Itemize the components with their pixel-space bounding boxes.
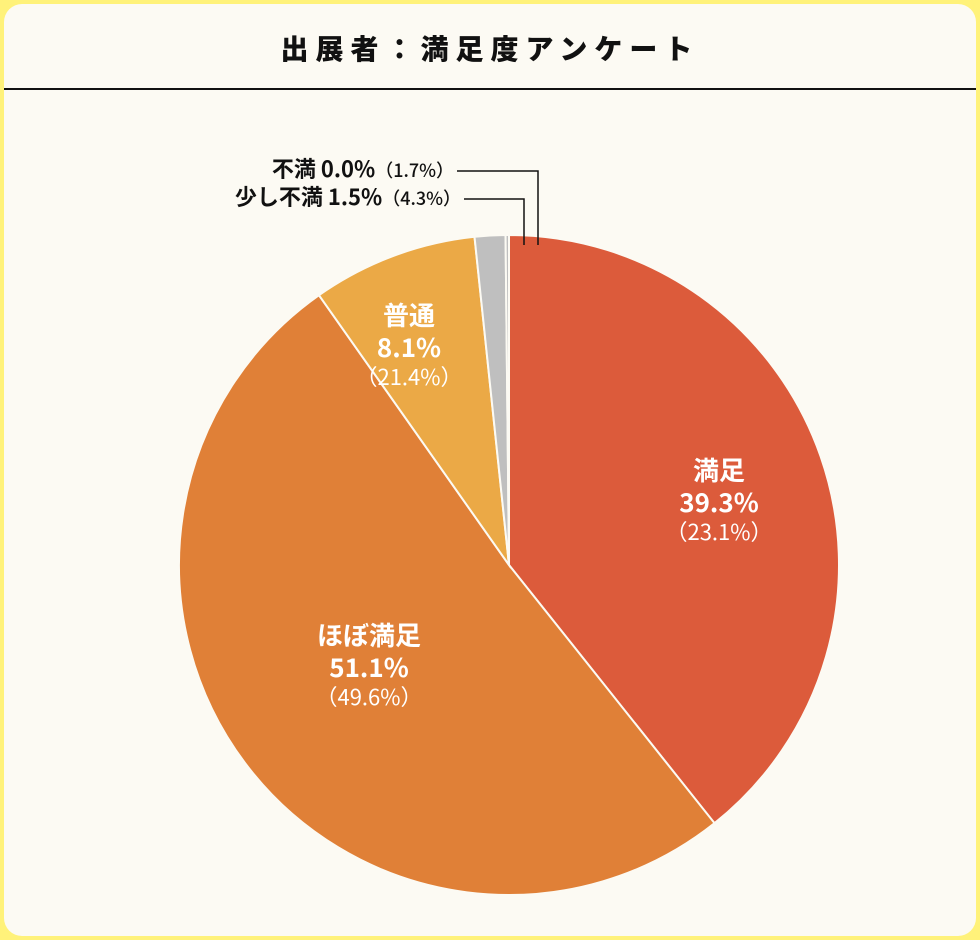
- callout-line-unsat: [457, 171, 538, 245]
- svg-text:（49.6%）: （49.6%）: [315, 680, 422, 712]
- card: 出展者：満足度アンケート 満足39.3%（23.1%）ほぼ満足51.1%（49.…: [4, 4, 976, 936]
- svg-text:（21.4%）: （21.4%）: [355, 360, 462, 392]
- pie-svg: 満足39.3%（23.1%）ほぼ満足51.1%（49.6%）普通8.1%（21.…: [4, 90, 976, 936]
- svg-text:（23.1%）: （23.1%）: [665, 515, 772, 547]
- chart-title: 出展者：満足度アンケート: [4, 4, 976, 88]
- pie-chart: 満足39.3%（23.1%）ほぼ満足51.1%（49.6%）普通8.1%（21.…: [4, 90, 976, 936]
- slice-label-mostly_satisfied: ほぼ満足51.1%（49.6%）: [315, 616, 422, 712]
- callout-label-slightly_unsat: 少し不満 1.5%（4.3%）: [235, 180, 461, 212]
